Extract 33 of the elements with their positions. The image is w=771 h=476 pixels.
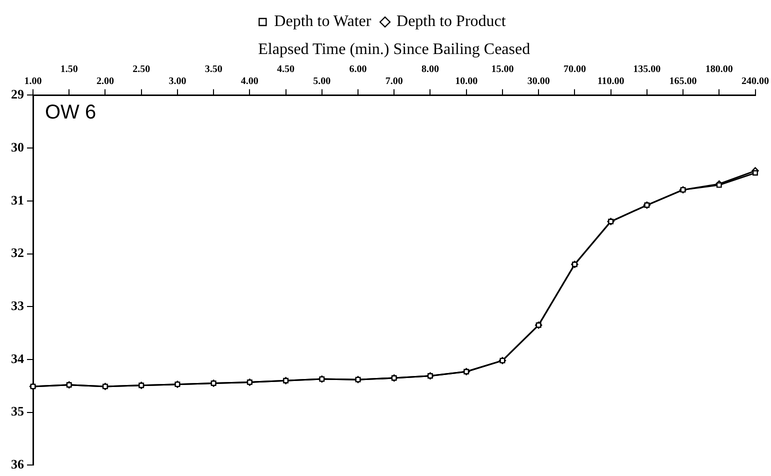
y-tick-label: 31 bbox=[11, 192, 24, 208]
annotation: OW 6 bbox=[45, 102, 96, 124]
y-tick-label: 34 bbox=[11, 350, 24, 366]
legend-label: Depth to Product bbox=[396, 13, 506, 30]
x-tick-label: 8.00 bbox=[421, 64, 439, 75]
x-tick-label: 165.00 bbox=[669, 76, 697, 87]
x-tick-label: 240.00 bbox=[742, 76, 769, 87]
x-tick-label: 110.00 bbox=[597, 76, 624, 87]
x-tick-label: 7.00 bbox=[385, 76, 403, 87]
y-tick-label: 36 bbox=[11, 456, 24, 472]
x-tick-label: 6.00 bbox=[349, 64, 367, 75]
y-tick-label: 33 bbox=[11, 298, 24, 313]
x-tick-label: 5.00 bbox=[313, 76, 331, 87]
y-tick-label: 32 bbox=[11, 245, 24, 260]
x-axis-title: Elapsed Time (min.) Since Bailing Ceased bbox=[258, 40, 530, 58]
x-tick-label: 180.00 bbox=[705, 64, 733, 75]
x-tick-label: 30.00 bbox=[527, 76, 550, 87]
x-tick-label: 3.00 bbox=[168, 76, 186, 87]
x-tick-label: 1.50 bbox=[60, 64, 78, 75]
legend-label: Depth to Water bbox=[274, 13, 372, 30]
x-tick-label: 135.00 bbox=[633, 64, 661, 75]
x-tick-label: 2.00 bbox=[96, 76, 114, 87]
x-tick-label: 4.50 bbox=[277, 64, 295, 75]
x-tick-label: 15.00 bbox=[491, 64, 514, 75]
x-tick-label: 10.00 bbox=[455, 76, 478, 87]
x-tick-label: 3.50 bbox=[204, 64, 222, 75]
y-tick-label: 29 bbox=[11, 86, 24, 102]
x-tick-label: 4.00 bbox=[240, 76, 258, 87]
y-tick-label: 30 bbox=[11, 139, 24, 154]
y-tick-label: 35 bbox=[11, 404, 24, 419]
x-tick-label: 1.00 bbox=[24, 76, 42, 87]
x-tick-label: 2.50 bbox=[132, 64, 150, 75]
x-tick-label: 70.00 bbox=[563, 64, 586, 75]
